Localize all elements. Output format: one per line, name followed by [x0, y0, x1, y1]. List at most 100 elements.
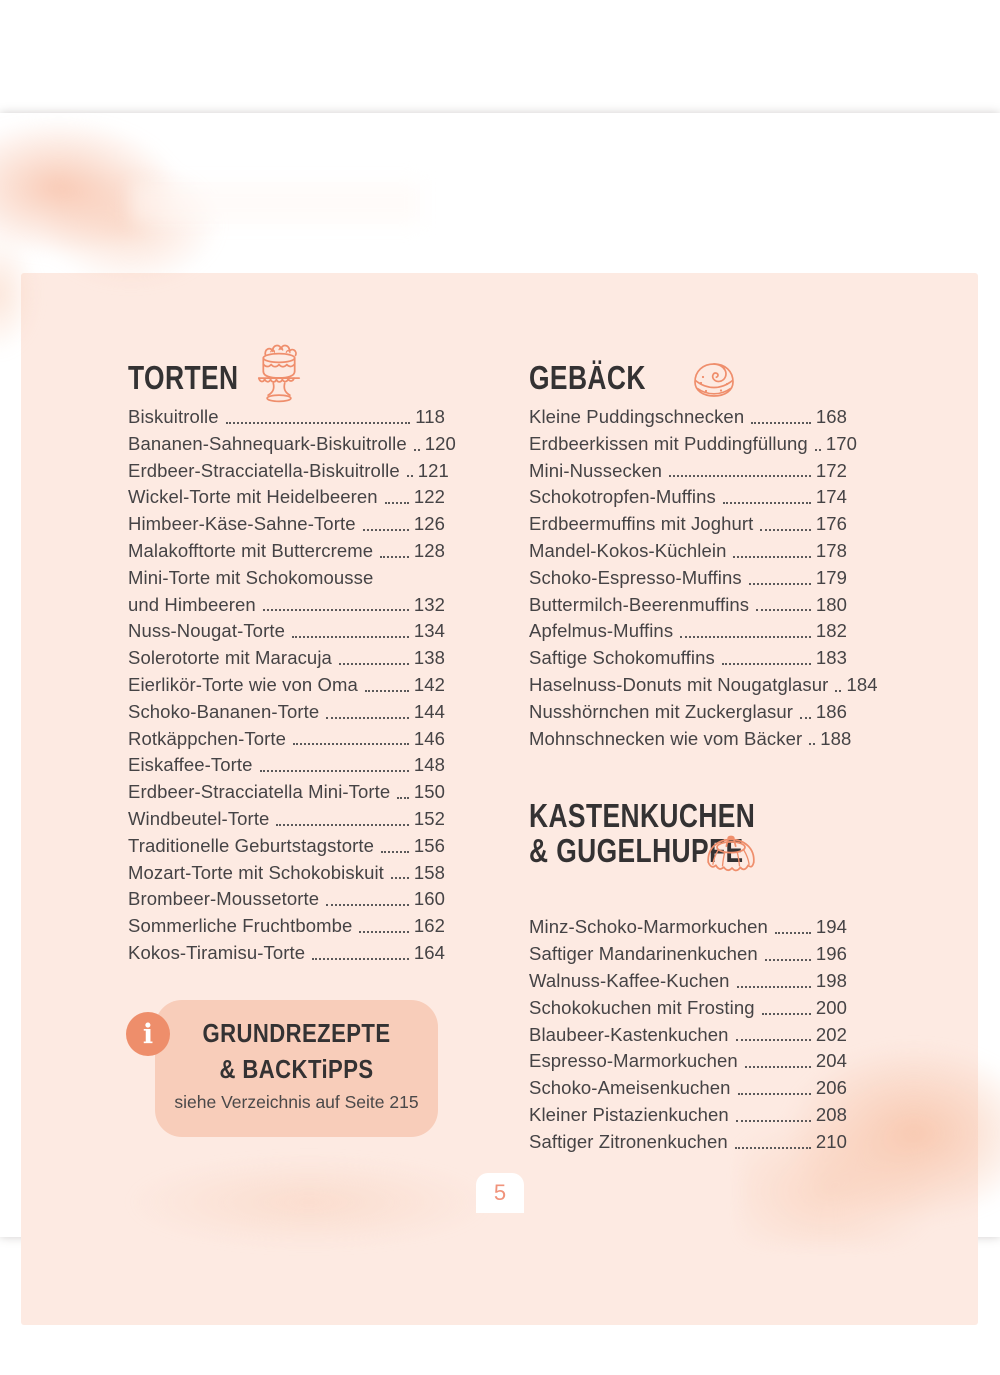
recipe-name: Kokos-Tiramisu-Torte — [128, 941, 306, 963]
dot-leader — [744, 1066, 811, 1069]
dot-leader — [397, 796, 409, 799]
dot-leader — [751, 421, 811, 424]
recipe-name: Himbeer-Käse-Sahne-Torte — [128, 513, 356, 535]
page-number: 160 — [413, 888, 445, 910]
page-number-tab: 5 — [476, 1173, 524, 1213]
section-header-gebaeck: GEBÄCK — [529, 352, 847, 404]
toc-list-gebaeck: Kleine Puddingschnecken 168 Erdbeerkisse… — [529, 404, 878, 752]
section-title-gebaeck: GEBÄCK — [529, 359, 646, 396]
dot-leader — [736, 985, 811, 988]
info-box-subtitle: siehe Verzeichnis auf Seite 215 — [174, 1092, 419, 1112]
dot-leader — [225, 421, 410, 424]
page-number: 180 — [815, 593, 847, 615]
dot-leader — [774, 932, 811, 935]
dot-leader — [338, 662, 409, 665]
page-number: 138 — [413, 647, 445, 669]
page-number: 134 — [413, 620, 445, 642]
recipe-name: Erdbeerkissen mit Puddingfüllung — [529, 432, 808, 454]
toc-entry: Brombeer-Moussetorte 160 — [128, 886, 445, 913]
recipe-name: Saftiger Mandarinenkuchen — [529, 943, 758, 965]
toc-entry: Saftiger Zitronenkuchen 210 — [529, 1129, 847, 1156]
recipe-name: Nuss-Nougat-Torte — [128, 620, 285, 642]
cake-icon — [258, 344, 301, 403]
page-number: 210 — [815, 1130, 847, 1152]
page-number: 122 — [413, 486, 445, 508]
page-number: 121 — [417, 459, 449, 481]
page-number: 178 — [815, 539, 847, 561]
toc-entry: Apfelmus-Muffins 182 — [529, 618, 847, 645]
page-number: 179 — [815, 566, 847, 588]
recipe-name: Windbeutel-Torte — [128, 807, 270, 829]
dot-leader — [734, 1146, 811, 1149]
dot-leader — [761, 1012, 811, 1015]
recipe-name: Schoko-Ameisenkuchen — [529, 1077, 731, 1099]
toc-entry: Wickel-Torte mit Heidelbeeren 122 — [128, 484, 445, 511]
recipe-name: Eierlikör-Torte wie von Oma — [128, 673, 358, 695]
page-number: 172 — [815, 459, 847, 481]
page-number: 202 — [815, 1023, 847, 1045]
dot-leader — [293, 743, 409, 746]
dot-leader — [384, 502, 409, 505]
toc-entry: und Himbeeren 132 — [128, 592, 445, 619]
page-number: 198 — [815, 969, 847, 991]
dot-leader — [326, 904, 409, 907]
dot-leader — [722, 502, 811, 505]
toc-entry: Kleine Puddingschnecken 168 — [529, 404, 847, 431]
toc-entry: Kleiner Pistazienkuchen 208 — [529, 1102, 847, 1129]
recipe-name: Saftige Schokomuffins — [529, 647, 715, 669]
toc-entry: Erdbeerkissen mit Puddingfüllung 170 — [529, 431, 857, 458]
recipe-name: Traditionelle Geburtstagstorte — [128, 834, 375, 856]
toc-entry: Erdbeer-Stracciatella Mini-Torte 150 — [128, 779, 445, 806]
current-page-number: 5 — [493, 1180, 507, 1205]
dot-leader — [326, 716, 409, 719]
page-number: 194 — [815, 916, 847, 938]
toc-entry: Schoko-Ameisenkuchen 206 — [529, 1075, 847, 1102]
toc-entry: Schokotropfen-Muffins 174 — [529, 484, 847, 511]
recipe-name: Walnuss-Kaffee-Kuchen — [529, 969, 730, 991]
dot-leader — [809, 743, 816, 746]
page-number: 128 — [413, 539, 445, 561]
page-number: 126 — [413, 513, 445, 535]
toc-entry: Eiskaffee-Torte 148 — [128, 752, 445, 779]
page-number: 168 — [815, 406, 847, 427]
section-header-kastenkuchen: KASTENKUCHEN & GUGELHUPFE — [529, 798, 847, 914]
toc-entry: Bananen-Sahnequark-Biskuitrolle 120 — [128, 431, 456, 458]
toc-entry: Espresso-Marmorkuchen 204 — [529, 1048, 847, 1075]
section-title-kastenkuchen-line1: KASTENKUCHEN — [529, 797, 756, 835]
toc-entry: Kokos-Tiramisu-Torte 164 — [128, 940, 445, 967]
dot-leader — [737, 1092, 811, 1095]
page-number: 158 — [413, 861, 445, 883]
toc-entry: Solerotorte mit Maracuja 138 — [128, 645, 445, 672]
toc-entry: Biskuitrolle 118 — [128, 404, 445, 431]
toc-entry: Mandel-Kokos-Küchlein 178 — [529, 538, 847, 565]
recipe-name: Rotkäppchen-Torte — [128, 727, 287, 749]
page-number: 196 — [815, 943, 847, 965]
dot-leader — [800, 716, 811, 719]
page-number: 144 — [413, 700, 445, 722]
recipe-name: Biskuitrolle — [128, 406, 219, 427]
recipe-name: Schoko-Bananen-Torte — [128, 700, 320, 722]
recipe-name: Wickel-Torte mit Heidelbeeren — [128, 486, 378, 508]
toc-entry: Buttermilch-Beerenmuffins 180 — [529, 592, 847, 619]
dot-leader — [680, 636, 811, 639]
dot-leader — [735, 1039, 811, 1042]
recipe-name: Blaubeer-Kastenkuchen — [529, 1023, 729, 1045]
dot-leader — [669, 475, 811, 478]
page-number: 208 — [815, 1103, 847, 1125]
info-icon-glyph: i — [142, 1018, 154, 1050]
recipe-name: Erdbeermuffins mit Joghurt — [529, 513, 754, 535]
page-number: 156 — [413, 834, 445, 856]
recipe-name: Mini-Torte mit Schokomousse — [128, 566, 374, 588]
page-number: 206 — [815, 1077, 847, 1099]
toc-entry: Walnuss-Kaffee-Kuchen 198 — [529, 968, 847, 995]
dot-leader — [413, 448, 420, 451]
toc-entry: Windbeutel-Torte 152 — [128, 806, 445, 833]
page-number: 183 — [815, 647, 847, 669]
toc-entry: Schoko-Espresso-Muffins 179 — [529, 565, 847, 592]
toc-entry: Saftiger Mandarinenkuchen 196 — [529, 941, 847, 968]
recipe-name: Bananen-Sahnequark-Biskuitrolle — [128, 432, 407, 454]
dot-leader — [835, 689, 842, 692]
cinnamon-roll-icon — [694, 363, 734, 397]
page-number: 148 — [413, 754, 445, 776]
right-column: GEBÄCK Kleine Puddingschnecken 168 Erdbe… — [529, 352, 878, 1156]
